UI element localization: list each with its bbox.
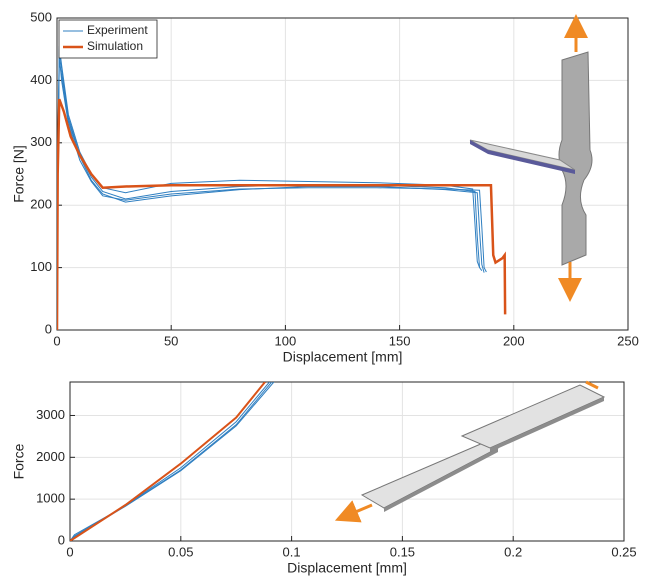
y-tick-label: 500: [30, 9, 52, 24]
plots: 0 50 100 150 200 250 0 100 200 300 400 500 Displacem…: [11, 9, 639, 575]
specimen-illustration: [470, 26, 592, 290]
x-tick-label: 0: [66, 544, 73, 559]
x-tick-label: 150: [389, 333, 411, 348]
series-line: [70, 382, 272, 541]
x-axis-label: Displacement [mm]: [283, 349, 403, 365]
series-line: [57, 62, 484, 330]
x-tick-label: 0.25: [611, 544, 636, 559]
y-tick-label: 2000: [36, 449, 65, 464]
x-tick-label: 250: [617, 333, 639, 348]
axes-box: [57, 18, 628, 330]
x-tick-label: 50: [164, 333, 178, 348]
series-line: [70, 382, 274, 541]
y-axis-label: Force [N]: [11, 145, 27, 203]
lap-shear-illustration: [346, 382, 604, 516]
x-tick-label: 100: [275, 333, 297, 348]
y-tick-label: 300: [30, 134, 52, 149]
x-tick-label: 0.15: [390, 544, 415, 559]
figure: 0 50 100 150 200 250 0 100 200 300 400 500 Displacem…: [0, 0, 655, 584]
x-tick-label: 200: [503, 333, 525, 348]
series-line: [57, 49, 482, 330]
series-line: [70, 382, 265, 541]
series-line: [57, 99, 505, 330]
x-tick-label: 0.05: [168, 544, 193, 559]
x-axis-label: Displacement [mm]: [287, 560, 407, 576]
y-axis-label: Force: [11, 443, 27, 479]
legend-label: Simulation: [87, 39, 143, 53]
y-tick-label: 3000: [36, 407, 65, 422]
x-tick-label: 0.2: [504, 544, 522, 559]
series-line: [70, 382, 269, 541]
y-tick-label: 200: [30, 197, 52, 212]
y-tick-label: 0: [45, 321, 52, 336]
x-tick-label: 0.1: [283, 544, 301, 559]
y-tick-label: 0: [58, 532, 65, 547]
x-tick-label: 0: [53, 333, 60, 348]
page: 0 50 100 150 200 250 0 100 200 300 400 500 Displacem…: [0, 0, 655, 584]
y-tick-label: 400: [30, 72, 52, 87]
y-tick-label: 100: [30, 259, 52, 274]
series-line: [57, 55, 486, 330]
legend-label: Experiment: [87, 23, 148, 37]
y-tick-label: 1000: [36, 491, 65, 506]
